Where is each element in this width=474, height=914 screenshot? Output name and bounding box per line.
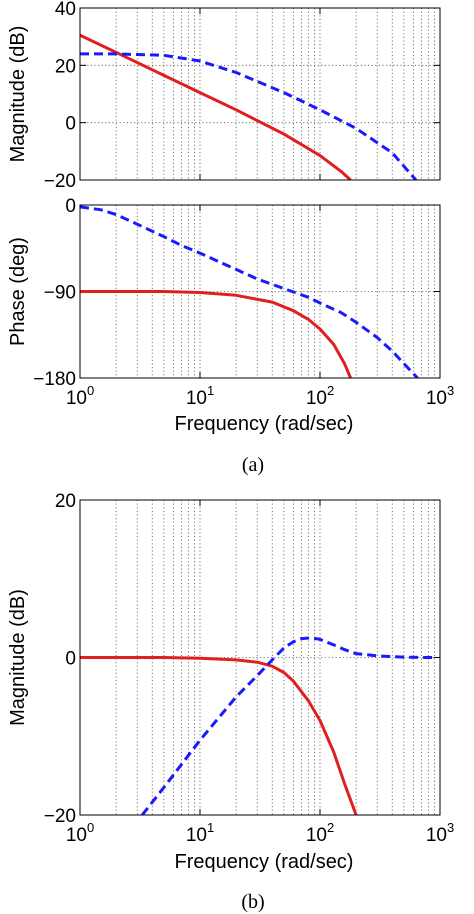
y-tick-label: 40 bbox=[55, 0, 76, 20]
y-tick-label: 0 bbox=[65, 196, 76, 217]
x-axis-label: Frequency (rad/sec) bbox=[175, 413, 354, 435]
x-tick-label: 100 bbox=[66, 820, 94, 846]
x-tick-label: 101 bbox=[186, 820, 214, 846]
panel-a-magnitude: 40 20 0 −20 Magnitude (dB) bbox=[7, 0, 441, 192]
plot-frame bbox=[79, 7, 441, 181]
x-tick-label: 101 bbox=[186, 383, 214, 409]
plot-frame bbox=[79, 204, 441, 379]
x-tick-label: 103 bbox=[426, 383, 454, 409]
series-line-solid bbox=[80, 656, 358, 815]
series-line-solid bbox=[80, 33, 352, 180]
y-tick-label: 20 bbox=[55, 56, 76, 77]
y-tick-label: 0 bbox=[65, 114, 76, 135]
series-line-solid bbox=[80, 290, 352, 378]
caption-b: (b) bbox=[241, 891, 264, 913]
plot-frame bbox=[79, 499, 441, 816]
caption-a: (a) bbox=[242, 454, 264, 476]
y-tick-label: −20 bbox=[44, 806, 76, 827]
x-axis-label: Frequency (rad/sec) bbox=[175, 851, 354, 873]
y-axis-label: Magnitude (dB) bbox=[7, 26, 29, 163]
y-tick-label: −90 bbox=[44, 283, 76, 304]
y-tick-label: −180 bbox=[33, 369, 76, 390]
x-tick-label: 100 bbox=[66, 383, 94, 409]
series-line-dashed bbox=[80, 52, 418, 180]
series-line-dashed bbox=[141, 636, 435, 815]
y-tick-label: −20 bbox=[44, 171, 76, 192]
y-tick-label: 20 bbox=[55, 491, 76, 512]
x-tick-label: 102 bbox=[306, 383, 334, 409]
x-tick-label: 103 bbox=[426, 820, 454, 846]
y-axis-label: Phase (deg) bbox=[7, 237, 29, 346]
y-tick-label: 0 bbox=[65, 649, 76, 670]
x-tick-label: 102 bbox=[306, 820, 334, 846]
series-line-dashed bbox=[80, 205, 419, 378]
y-axis-label: Magnitude (dB) bbox=[7, 589, 29, 726]
